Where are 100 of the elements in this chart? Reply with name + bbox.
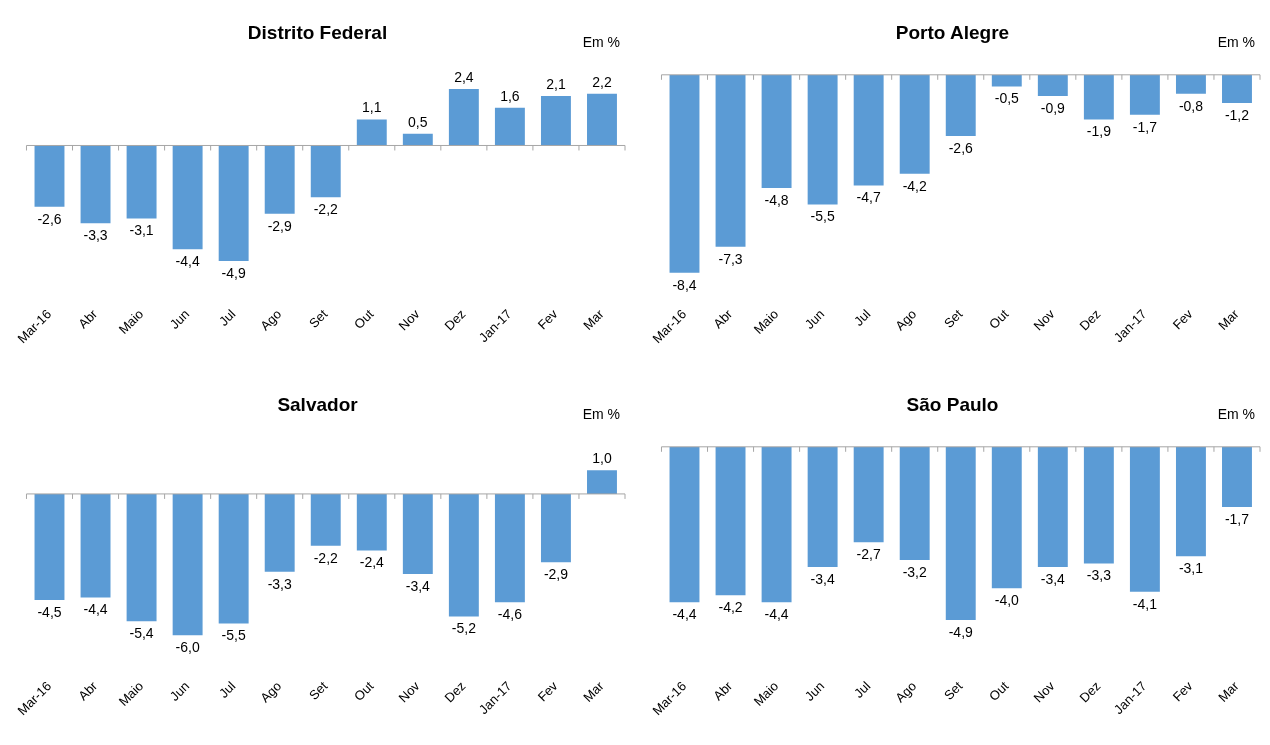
bar — [34, 145, 65, 207]
x-tick-label: Out — [351, 306, 377, 332]
data-label: -3,1 — [1178, 560, 1204, 577]
bar — [494, 107, 525, 146]
x-tick-label: Jul — [850, 306, 874, 329]
data-label: -0,9 — [1040, 99, 1066, 116]
x-tick-label: Mar — [1215, 677, 1243, 705]
x-tick-label: Set — [305, 306, 331, 331]
x-tick-label: Ago — [257, 678, 285, 706]
bar — [264, 145, 295, 214]
x-tick-label: Set — [940, 306, 966, 331]
x-tick-label: Set — [305, 678, 331, 703]
x-tick-label: Abr — [710, 305, 736, 332]
bar — [587, 93, 617, 146]
data-label: 1,1 — [362, 99, 382, 116]
data-label: 0,5 — [408, 113, 428, 130]
data-label: -3,4 — [1040, 570, 1066, 587]
x-tick-label: Jul — [850, 678, 874, 701]
x-tick-label: Ago — [892, 678, 920, 706]
data-label: -3,1 — [129, 222, 154, 239]
text: Em % — [1217, 33, 1255, 50]
data-label: -5,4 — [129, 625, 154, 642]
data-label: -4,4 — [764, 606, 789, 623]
bar — [540, 96, 571, 146]
data-label: 1,0 — [592, 450, 612, 467]
data-label: -4,6 — [497, 606, 523, 623]
x-tick-label: Set — [940, 678, 966, 703]
bar — [402, 133, 433, 146]
x-tick-label: Jun — [166, 306, 193, 332]
bar — [126, 145, 157, 219]
data-label: -4,5 — [37, 603, 62, 620]
data-label: -2,6 — [948, 139, 974, 156]
x-tick-label: Dez — [441, 678, 469, 706]
data-label: -6,0 — [175, 639, 200, 656]
bar — [218, 145, 249, 261]
data-label: -2,9 — [267, 217, 292, 234]
text: Em % — [582, 405, 620, 422]
data-label: -4,9 — [221, 264, 246, 281]
data-label: -2,2 — [313, 201, 339, 218]
data-label: -2,6 — [37, 210, 62, 227]
x-tick-label: Jun — [801, 306, 828, 332]
data-label: -3,3 — [267, 575, 292, 592]
x-tick-label: Out — [986, 306, 1012, 332]
x-tick-label: Fev — [534, 678, 561, 705]
x-tick-label: Out — [986, 678, 1012, 704]
data-label: 2,2 — [592, 73, 612, 90]
x-tick-label: Jul — [215, 306, 239, 329]
x-tick-label: Mar — [1215, 305, 1243, 333]
x-tick-label: Abr — [75, 305, 101, 332]
bar — [356, 119, 387, 146]
data-label: -8,4 — [672, 276, 697, 293]
data-label: -5,2 — [451, 620, 477, 637]
x-tick-label: Out — [351, 678, 377, 704]
data-label: -4,4 — [83, 601, 108, 618]
x-tick-label: Mar — [580, 677, 608, 705]
chart-title: Distrito Federal — [247, 21, 388, 43]
bar — [310, 145, 341, 198]
data-label: -3,2 — [902, 563, 927, 580]
x-tick-label: Ago — [892, 306, 920, 334]
data-label: -1,7 — [1132, 118, 1158, 135]
x-tick-label: Dez — [441, 306, 469, 334]
x-tick-label: Dez — [1076, 678, 1104, 706]
data-label: -1,7 — [1224, 510, 1250, 527]
data-label: -4,4 — [672, 606, 697, 623]
data-label: -4,0 — [994, 592, 1020, 609]
data-label: -4,7 — [856, 189, 881, 206]
data-label: -1,9 — [1086, 123, 1112, 140]
data-label: -4,2 — [718, 599, 743, 616]
data-label: 2,4 — [454, 68, 474, 85]
data-label: -5,5 — [810, 208, 835, 225]
data-label: -7,3 — [718, 250, 743, 267]
x-tick-label: Ago — [257, 306, 285, 334]
x-tick-label: Nov — [395, 678, 423, 706]
x-tick-label: Abr — [710, 677, 736, 704]
data-label: -2,9 — [543, 566, 569, 583]
x-tick-label: Jun — [166, 678, 193, 704]
data-label: -0,8 — [1178, 97, 1204, 114]
x-tick-label: Nov — [1030, 678, 1058, 706]
x-tick-label: Mar — [580, 305, 608, 333]
x-tick-label: Nov — [1030, 306, 1058, 334]
data-label: -3,3 — [1086, 567, 1112, 584]
chart-title: Salvador — [277, 393, 359, 415]
data-label: -4,1 — [1132, 595, 1158, 612]
data-label: -4,8 — [764, 191, 789, 208]
bar — [172, 145, 203, 250]
bar — [448, 88, 479, 146]
x-tick-label: Abr — [75, 677, 101, 704]
data-label: -3,4 — [810, 570, 835, 587]
x-tick-label: Nov — [395, 306, 423, 334]
data-label: -3,4 — [405, 577, 431, 594]
text: Em % — [582, 33, 620, 50]
data-label: -4,9 — [948, 623, 974, 640]
x-tick-label: Fev — [534, 306, 561, 333]
text: Em % — [1217, 405, 1255, 422]
data-label: -2,7 — [856, 546, 881, 563]
data-label: -1,2 — [1224, 106, 1250, 123]
data-label: -5,5 — [221, 627, 246, 644]
data-label: -4,4 — [175, 253, 200, 270]
data-label: -2,2 — [313, 549, 339, 566]
x-tick-label: Fev — [1169, 306, 1196, 333]
